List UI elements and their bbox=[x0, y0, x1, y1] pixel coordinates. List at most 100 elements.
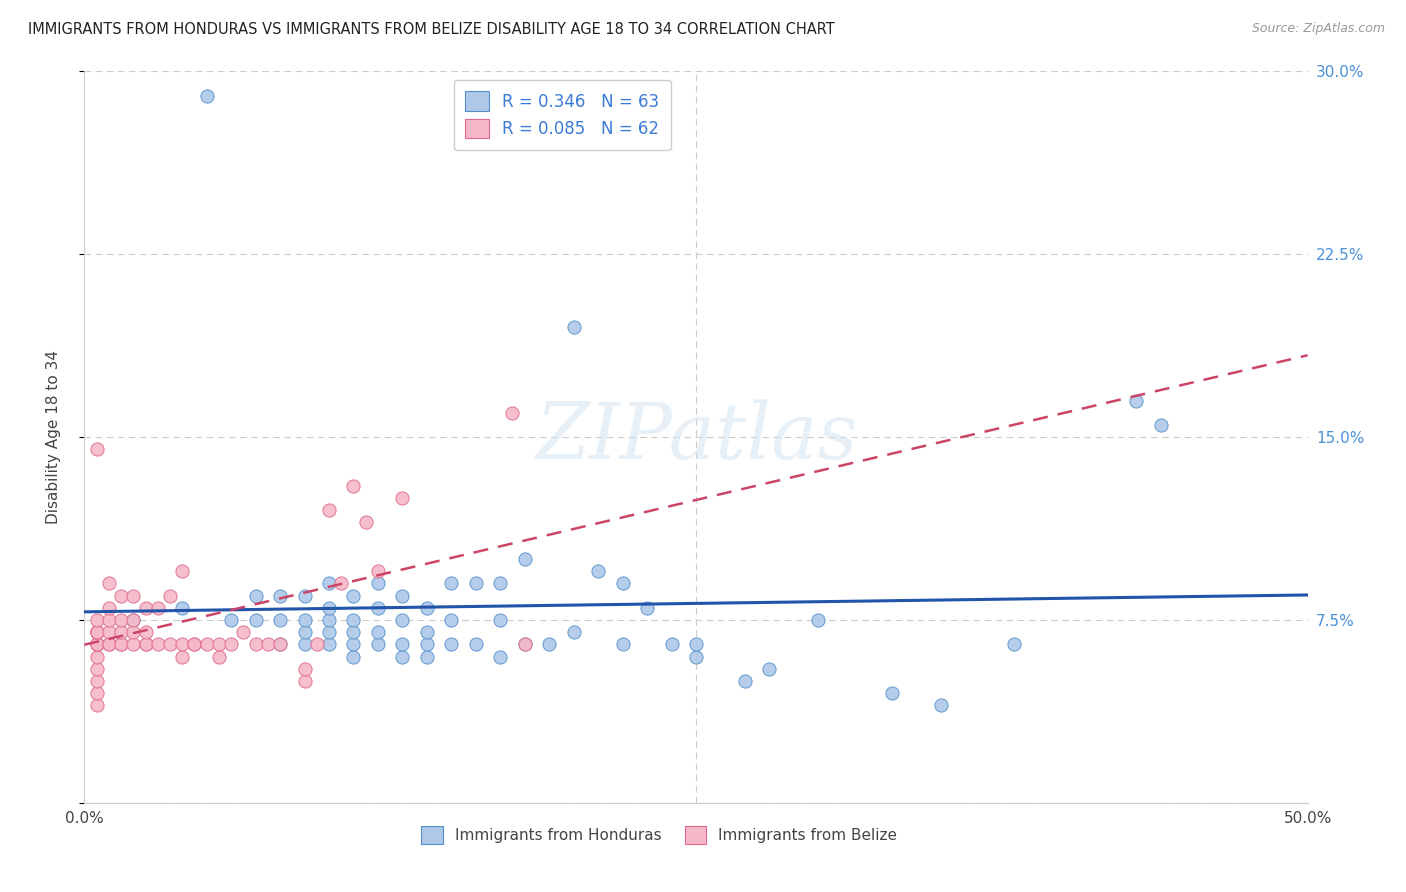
Point bbox=[391, 491, 413, 505]
Point bbox=[513, 637, 536, 651]
Point bbox=[391, 589, 413, 603]
Point bbox=[612, 576, 634, 591]
Point bbox=[195, 88, 218, 103]
Point bbox=[318, 576, 340, 591]
Point bbox=[294, 662, 316, 676]
Point bbox=[110, 625, 132, 640]
Point bbox=[232, 625, 254, 640]
Point bbox=[318, 600, 340, 615]
Point bbox=[146, 637, 169, 651]
Point bbox=[86, 625, 108, 640]
Point bbox=[294, 637, 316, 651]
Point bbox=[305, 637, 328, 651]
Point bbox=[661, 637, 683, 651]
Point bbox=[734, 673, 756, 688]
Point bbox=[489, 649, 512, 664]
Point bbox=[219, 637, 242, 651]
Point bbox=[219, 613, 242, 627]
Point bbox=[122, 625, 145, 640]
Point bbox=[86, 637, 108, 651]
Point bbox=[135, 600, 157, 615]
Legend: Immigrants from Honduras, Immigrants from Belize: Immigrants from Honduras, Immigrants fro… bbox=[415, 820, 903, 850]
Point bbox=[416, 625, 439, 640]
Point bbox=[122, 589, 145, 603]
Point bbox=[354, 516, 377, 530]
Point bbox=[195, 637, 218, 651]
Point bbox=[122, 637, 145, 651]
Point bbox=[208, 649, 231, 664]
Point bbox=[489, 576, 512, 591]
Point bbox=[342, 649, 364, 664]
Point bbox=[294, 589, 316, 603]
Point bbox=[562, 320, 585, 334]
Point bbox=[342, 589, 364, 603]
Point bbox=[318, 503, 340, 517]
Point bbox=[586, 564, 609, 578]
Point bbox=[86, 613, 108, 627]
Point bbox=[86, 637, 108, 651]
Point bbox=[367, 600, 389, 615]
Point bbox=[513, 552, 536, 566]
Point bbox=[86, 662, 108, 676]
Point bbox=[172, 600, 194, 615]
Point bbox=[135, 625, 157, 640]
Point bbox=[86, 673, 108, 688]
Point bbox=[269, 589, 291, 603]
Point bbox=[110, 613, 132, 627]
Point bbox=[245, 589, 267, 603]
Point bbox=[440, 637, 463, 651]
Point bbox=[342, 479, 364, 493]
Point bbox=[318, 613, 340, 627]
Point bbox=[758, 662, 780, 676]
Point bbox=[391, 637, 413, 651]
Point bbox=[538, 637, 561, 651]
Point bbox=[183, 637, 205, 651]
Point bbox=[929, 698, 952, 713]
Point bbox=[245, 637, 267, 651]
Point bbox=[257, 637, 280, 651]
Point bbox=[562, 625, 585, 640]
Text: Source: ZipAtlas.com: Source: ZipAtlas.com bbox=[1251, 22, 1385, 36]
Point bbox=[245, 613, 267, 627]
Point bbox=[502, 406, 524, 420]
Point bbox=[636, 600, 658, 615]
Text: ZIPatlas: ZIPatlas bbox=[534, 399, 858, 475]
Point bbox=[86, 686, 108, 700]
Point bbox=[269, 613, 291, 627]
Point bbox=[110, 589, 132, 603]
Point bbox=[416, 637, 439, 651]
Point bbox=[612, 637, 634, 651]
Point bbox=[172, 637, 194, 651]
Point bbox=[294, 625, 316, 640]
Point bbox=[97, 576, 120, 591]
Point bbox=[367, 625, 389, 640]
Point bbox=[86, 625, 108, 640]
Point bbox=[294, 613, 316, 627]
Point bbox=[367, 576, 389, 591]
Point bbox=[342, 625, 364, 640]
Point bbox=[367, 637, 389, 651]
Point bbox=[110, 637, 132, 651]
Point bbox=[135, 637, 157, 651]
Point bbox=[97, 637, 120, 651]
Point bbox=[464, 637, 486, 651]
Point bbox=[513, 637, 536, 651]
Point bbox=[807, 613, 830, 627]
Point bbox=[464, 576, 486, 591]
Point bbox=[122, 613, 145, 627]
Point bbox=[685, 649, 707, 664]
Point bbox=[146, 600, 169, 615]
Point bbox=[86, 442, 108, 457]
Point bbox=[391, 613, 413, 627]
Point bbox=[269, 637, 291, 651]
Point bbox=[330, 576, 353, 591]
Point bbox=[86, 698, 108, 713]
Point bbox=[318, 637, 340, 651]
Point bbox=[135, 637, 157, 651]
Point bbox=[685, 637, 707, 651]
Point bbox=[122, 613, 145, 627]
Point bbox=[86, 625, 108, 640]
Point bbox=[183, 637, 205, 651]
Point bbox=[172, 649, 194, 664]
Point bbox=[440, 576, 463, 591]
